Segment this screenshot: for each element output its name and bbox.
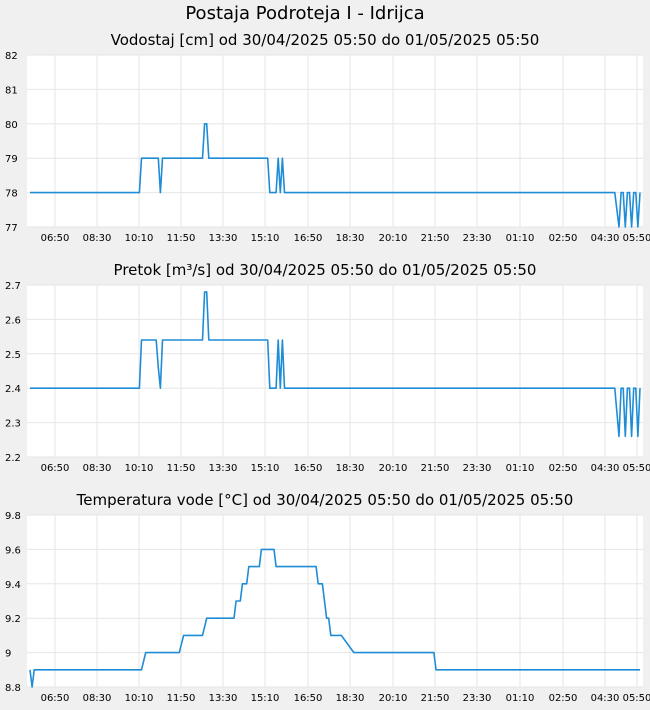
y-tick-label: 2.7 bbox=[5, 281, 21, 292]
y-tick-label: 82 bbox=[5, 51, 18, 62]
chart-title-vodostaj: Vodostaj [cm] od 30/04/2025 05:50 do 01/… bbox=[110, 31, 540, 49]
x-tick-label: 21:50 bbox=[421, 693, 450, 704]
x-tick-label: 13:30 bbox=[209, 233, 238, 244]
chart-title-temperatura: Temperatura vode [°C] od 30/04/2025 05:5… bbox=[76, 491, 574, 509]
x-tick-label: 10:10 bbox=[125, 693, 154, 704]
x-tick-label: 23:30 bbox=[463, 233, 492, 244]
y-tick-label: 81 bbox=[5, 85, 18, 96]
y-tick-label: 2.3 bbox=[5, 419, 21, 430]
chart-vodostaj: 82 81 80 79 78 77 06:50 08:30 10:10 11:50 13:30 15:… bbox=[5, 51, 650, 244]
y-tick-label: 9.6 bbox=[5, 545, 21, 556]
y-tick-label: 79 bbox=[5, 154, 18, 165]
plot-area bbox=[27, 55, 643, 227]
x-tick-label: 15:10 bbox=[251, 463, 280, 474]
x-tick-label: 06:50 bbox=[41, 693, 70, 704]
x-tick-label: 04:30 bbox=[591, 233, 620, 244]
x-tick-label: 06:50 bbox=[41, 233, 70, 244]
y-tick-label: 9.8 bbox=[5, 511, 21, 522]
series-line bbox=[30, 291, 641, 438]
x-tick-label: 02:50 bbox=[549, 463, 578, 474]
plot-area bbox=[27, 285, 643, 457]
x-tick-label: 01:10 bbox=[506, 463, 535, 474]
x-tick-label: 13:30 bbox=[209, 693, 238, 704]
x-tick-label: 04:30 bbox=[591, 693, 620, 704]
y-tick-label: 2.5 bbox=[5, 350, 21, 361]
chart-title-pretok: Pretok [m³/s] od 30/04/2025 05:50 do 01/… bbox=[113, 261, 537, 279]
page-title: Postaja Podroteja I - Idrijca bbox=[185, 3, 425, 24]
x-tick-label: 20:10 bbox=[379, 693, 408, 704]
x-tick-label: 21:50 bbox=[421, 233, 450, 244]
y-tick-label: 77 bbox=[5, 223, 18, 234]
y-tick-label: 78 bbox=[5, 189, 18, 200]
x-tick-label: 06:50 bbox=[41, 463, 70, 474]
x-tick-label: 08:30 bbox=[83, 693, 112, 704]
x-tick-label: 15:10 bbox=[251, 693, 280, 704]
x-tick-label: 15:10 bbox=[251, 233, 280, 244]
y-tick-label: 9.4 bbox=[5, 580, 21, 591]
y-tick-label: 9 bbox=[5, 649, 11, 660]
y-tick-label: 8.8 bbox=[5, 683, 21, 694]
x-tick-label: 05:50 bbox=[623, 693, 650, 704]
y-tick-label: 2.2 bbox=[5, 453, 21, 464]
x-tick-label: 18:30 bbox=[336, 233, 365, 244]
x-tick-label: 01:10 bbox=[506, 233, 535, 244]
series-line bbox=[30, 123, 641, 228]
x-tick-label: 18:30 bbox=[336, 693, 365, 704]
x-tick-label: 10:10 bbox=[125, 233, 154, 244]
chart-pretok: 2.7 2.6 2.5 2.4 2.3 2.2 06:50 08:30 10:10 11:50 13… bbox=[5, 281, 650, 474]
x-tick-label: 23:30 bbox=[463, 693, 492, 704]
x-tick-label: 11:50 bbox=[167, 463, 196, 474]
y-tick-label: 2.4 bbox=[5, 384, 21, 395]
x-tick-label: 05:50 bbox=[623, 463, 650, 474]
x-tick-label: 08:30 bbox=[83, 463, 112, 474]
x-tick-label: 23:30 bbox=[463, 463, 492, 474]
y-tick-label: 9.2 bbox=[5, 614, 21, 625]
x-tick-label: 21:50 bbox=[421, 463, 450, 474]
series-line bbox=[29, 548, 640, 688]
x-tick-label: 10:10 bbox=[125, 463, 154, 474]
plot-area bbox=[27, 515, 643, 687]
y-tick-label: 80 bbox=[5, 120, 18, 131]
x-tick-label: 02:50 bbox=[549, 233, 578, 244]
x-tick-label: 16:50 bbox=[294, 463, 323, 474]
x-tick-label: 08:30 bbox=[83, 233, 112, 244]
x-tick-label: 20:10 bbox=[379, 233, 408, 244]
x-tick-label: 20:10 bbox=[379, 463, 408, 474]
x-tick-label: 16:50 bbox=[294, 693, 323, 704]
x-tick-label: 02:50 bbox=[549, 693, 578, 704]
x-tick-label: 16:50 bbox=[294, 233, 323, 244]
x-tick-label: 05:50 bbox=[623, 233, 650, 244]
x-tick-label: 11:50 bbox=[167, 693, 196, 704]
x-tick-label: 18:30 bbox=[336, 463, 365, 474]
x-tick-label: 04:30 bbox=[591, 463, 620, 474]
y-tick-label: 2.6 bbox=[5, 315, 21, 326]
x-tick-label: 11:50 bbox=[167, 233, 196, 244]
x-tick-label: 13:30 bbox=[209, 463, 238, 474]
x-tick-label: 01:10 bbox=[506, 693, 535, 704]
